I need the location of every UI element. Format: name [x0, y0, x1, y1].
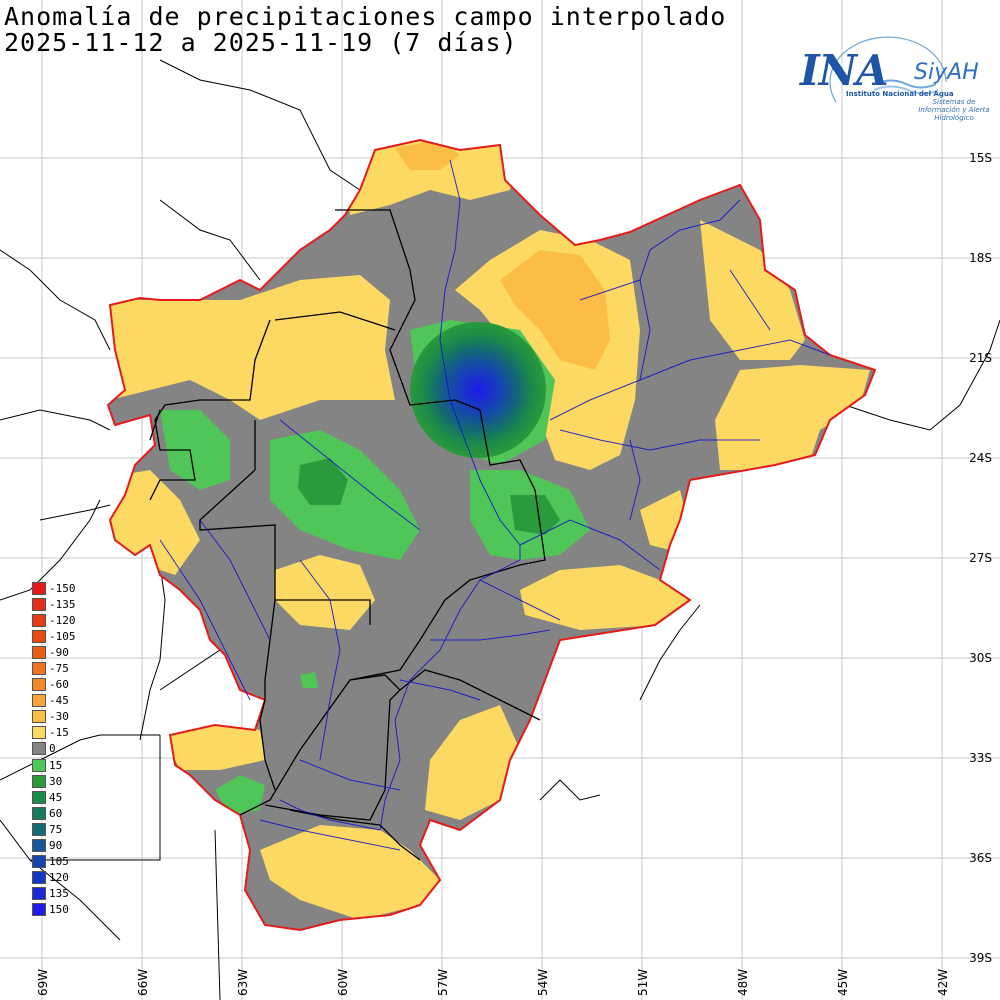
logo-ina-text: INA — [800, 46, 889, 95]
legend-item: 30 — [32, 773, 92, 789]
legend-swatch — [32, 662, 46, 676]
legend-label: -45 — [49, 694, 69, 708]
legend-label: -120 — [49, 613, 76, 627]
legend-item: -75 — [32, 660, 92, 676]
legend-swatch — [32, 742, 46, 756]
legend-label: 150 — [49, 903, 69, 917]
legend-swatch — [32, 645, 46, 659]
legend-swatch — [32, 694, 46, 708]
longitude-label: 51W — [636, 968, 650, 996]
latitude-label: 33S — [969, 751, 992, 765]
legend-item: 60 — [32, 805, 92, 821]
longitude-label: 63W — [236, 968, 250, 996]
legend-label: -15 — [49, 726, 69, 740]
legend-label: 90 — [49, 839, 63, 853]
latitude-label: 15S — [969, 151, 992, 165]
legend-label: -60 — [49, 678, 69, 692]
legend-label: 0 — [49, 742, 56, 756]
legend-item: 105 — [32, 854, 92, 870]
legend-label: -30 — [49, 710, 69, 724]
legend-swatch — [32, 903, 46, 917]
legend-swatch — [32, 855, 46, 869]
legend-swatch — [32, 758, 46, 772]
legend-item: -45 — [32, 693, 92, 709]
legend-label: 120 — [49, 871, 69, 885]
legend-swatch — [32, 822, 46, 836]
legend-item: -30 — [32, 709, 92, 725]
legend-swatch — [32, 790, 46, 804]
latitude-label: 24S — [969, 451, 992, 465]
legend-swatch — [32, 871, 46, 885]
longitude-label: 48W — [736, 968, 750, 996]
latitude-label: 36S — [969, 851, 992, 865]
map-title: Anomalía de precipitaciones campo interp… — [4, 2, 727, 31]
legend-label: -135 — [49, 597, 76, 611]
latitude-label: 18S — [969, 251, 992, 265]
legend-label: -105 — [49, 629, 76, 643]
legend-label: 15 — [49, 758, 63, 772]
legend-item: 45 — [32, 789, 92, 805]
legend-swatch — [32, 710, 46, 724]
longitude-label: 54W — [536, 968, 550, 996]
latitude-label: 39S — [969, 951, 992, 965]
legend-swatch — [32, 774, 46, 788]
legend-label: -90 — [49, 645, 69, 659]
legend-swatch — [32, 581, 46, 595]
longitude-label: 69W — [36, 968, 50, 996]
legend-swatch — [32, 839, 46, 853]
longitude-label: 66W — [136, 968, 150, 996]
legend-item: -135 — [32, 596, 92, 612]
legend-swatch — [32, 726, 46, 740]
legend-item: -150 — [32, 580, 92, 596]
logo-subtitle-text: Sistemas de Información y Alerta Hidroló… — [918, 98, 990, 122]
legend-item: -15 — [32, 725, 92, 741]
color-legend: -150 -135 -120 -105 -90 -75 -60 -45 -30 -15 0 15 30 4… — [32, 580, 92, 918]
legend-item: 75 — [32, 821, 92, 837]
legend-label: 135 — [49, 887, 69, 901]
legend-item: 90 — [32, 838, 92, 854]
legend-swatch — [32, 806, 46, 820]
longitude-label: 57W — [436, 968, 450, 996]
legend-item: -90 — [32, 644, 92, 660]
logo-siyah-text: SiyAH — [914, 60, 979, 85]
legend-item: 15 — [32, 757, 92, 773]
legend-item: -60 — [32, 677, 92, 693]
legend-label: 105 — [49, 855, 69, 869]
legend-label: 45 — [49, 790, 63, 804]
legend-label: 75 — [49, 822, 63, 836]
legend-swatch — [32, 629, 46, 643]
legend-item: 120 — [32, 870, 92, 886]
legend-swatch — [32, 887, 46, 901]
basin-border — [106, 138, 877, 932]
legend-label: -150 — [49, 581, 76, 595]
longitude-label: 60W — [336, 968, 350, 996]
legend-label: 60 — [49, 806, 63, 820]
legend-label: 30 — [49, 774, 63, 788]
inner-borders — [149, 209, 546, 861]
legend-swatch — [32, 678, 46, 692]
latitude-label: 21S — [969, 351, 992, 365]
map-date-range: 2025-11-12 a 2025-11-19 (7 días) — [4, 28, 518, 57]
logo-institute-text: Instituto Nacional del Agua — [846, 90, 954, 98]
legend-item: -120 — [32, 612, 92, 628]
latitude-label: 27S — [969, 551, 992, 565]
longitude-label: 42W — [936, 968, 950, 996]
latitude-label: 30S — [969, 651, 992, 665]
legend-swatch — [32, 597, 46, 611]
logo-swoosh-icon — [829, 36, 947, 103]
legend-item: 135 — [32, 886, 92, 902]
legend-swatch — [32, 613, 46, 627]
legend-item: 0 — [32, 741, 92, 757]
legend-label: -75 — [49, 662, 69, 676]
ina-siyah-logo: INA SiyAH Instituto Nacional del Agua Si… — [796, 32, 996, 132]
legend-item: -105 — [32, 628, 92, 644]
longitude-label: 45W — [836, 968, 850, 996]
legend-item: 150 — [32, 902, 92, 918]
rivers — [159, 159, 831, 851]
